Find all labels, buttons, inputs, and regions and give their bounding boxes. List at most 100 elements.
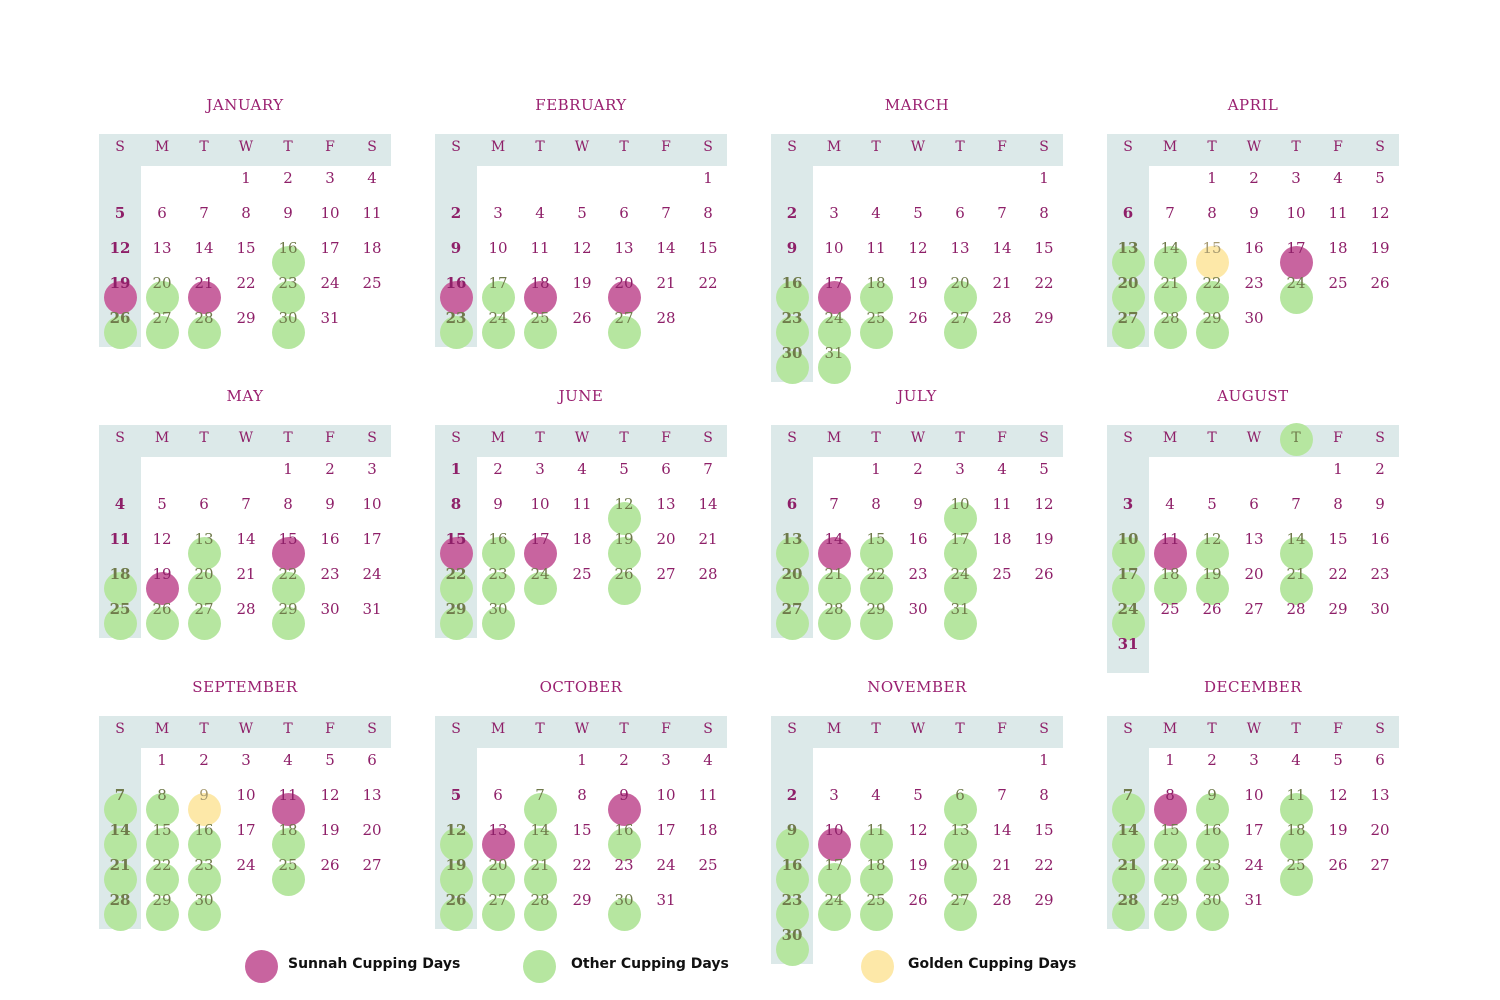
day-cell[interactable]: 10: [813, 820, 855, 861]
day-cell[interactable]: 24: [939, 564, 981, 605]
day-cell[interactable]: 27: [771, 599, 813, 640]
day-cell[interactable]: 30: [897, 599, 939, 634]
day-cell[interactable]: 15: [225, 238, 267, 273]
day-cell[interactable]: 3: [519, 459, 561, 494]
day-cell[interactable]: 20: [183, 564, 225, 605]
day-cell[interactable]: 9: [183, 785, 225, 826]
day-cell[interactable]: 8: [225, 203, 267, 238]
day-cell[interactable]: 3: [1275, 168, 1317, 203]
day-cell[interactable]: 6: [183, 494, 225, 529]
day-cell[interactable]: 21: [99, 855, 141, 896]
day-cell[interactable]: 30: [1233, 308, 1275, 343]
day-cell[interactable]: 24: [1275, 273, 1317, 314]
day-cell[interactable]: 7: [981, 203, 1023, 238]
day-cell[interactable]: 11: [99, 529, 141, 564]
day-cell[interactable]: 13: [477, 820, 519, 861]
day-cell[interactable]: 22: [1191, 273, 1233, 314]
day-cell[interactable]: 28: [1275, 599, 1317, 634]
day-cell[interactable]: 21: [981, 855, 1023, 890]
day-cell[interactable]: 7: [687, 459, 729, 494]
day-cell[interactable]: 5: [309, 750, 351, 785]
day-cell[interactable]: 7: [183, 203, 225, 238]
day-cell[interactable]: 7: [225, 494, 267, 529]
day-cell[interactable]: 18: [855, 855, 897, 896]
day-cell[interactable]: 17: [645, 820, 687, 855]
day-cell[interactable]: 25: [351, 273, 393, 308]
day-cell[interactable]: 1: [225, 168, 267, 203]
day-cell[interactable]: 25: [855, 308, 897, 349]
day-cell[interactable]: 9: [435, 238, 477, 273]
day-cell[interactable]: 20: [1233, 564, 1275, 599]
day-cell[interactable]: 21: [519, 855, 561, 896]
day-cell[interactable]: 17: [477, 273, 519, 314]
day-cell[interactable]: 8: [687, 203, 729, 238]
day-cell[interactable]: 2: [309, 459, 351, 494]
day-cell[interactable]: 1: [141, 750, 183, 785]
day-cell[interactable]: 13: [939, 820, 981, 861]
day-cell[interactable]: 9: [267, 203, 309, 238]
day-cell[interactable]: 20: [477, 855, 519, 896]
day-cell[interactable]: 13: [939, 238, 981, 273]
day-cell[interactable]: 23: [771, 890, 813, 931]
day-cell[interactable]: 14: [1275, 529, 1317, 570]
day-cell[interactable]: 14: [813, 529, 855, 570]
day-cell[interactable]: 18: [1317, 238, 1359, 273]
day-cell[interactable]: 28: [645, 308, 687, 343]
day-cell[interactable]: 14: [687, 494, 729, 529]
day-cell[interactable]: 22: [561, 855, 603, 890]
day-cell[interactable]: 31: [351, 599, 393, 634]
day-cell[interactable]: 4: [855, 203, 897, 238]
day-cell[interactable]: 10: [1233, 785, 1275, 820]
day-cell[interactable]: 3: [813, 785, 855, 820]
day-cell[interactable]: 26: [1317, 855, 1359, 890]
day-cell[interactable]: 22: [435, 564, 477, 605]
day-cell[interactable]: 8: [435, 494, 477, 529]
day-cell[interactable]: 9: [1359, 494, 1401, 529]
day-cell[interactable]: 1: [435, 459, 477, 494]
day-cell[interactable]: 24: [309, 273, 351, 308]
day-cell[interactable]: 13: [1107, 238, 1149, 279]
day-cell[interactable]: 5: [1191, 494, 1233, 529]
day-cell[interactable]: 3: [939, 459, 981, 494]
day-cell[interactable]: 5: [1317, 750, 1359, 785]
day-cell[interactable]: 5: [603, 459, 645, 494]
day-cell[interactable]: 23: [1233, 273, 1275, 308]
day-cell[interactable]: 23: [267, 273, 309, 314]
day-cell[interactable]: 3: [1107, 494, 1149, 529]
day-cell[interactable]: 25: [267, 855, 309, 896]
day-cell[interactable]: 31: [309, 308, 351, 343]
day-cell[interactable]: 27: [1107, 308, 1149, 349]
day-cell[interactable]: 19: [99, 273, 141, 314]
day-cell[interactable]: 16: [1359, 529, 1401, 564]
day-cell[interactable]: 4: [1149, 494, 1191, 529]
day-cell[interactable]: 30: [1359, 599, 1401, 634]
day-cell[interactable]: 11: [855, 820, 897, 861]
day-cell[interactable]: 29: [855, 599, 897, 640]
day-cell[interactable]: 20: [1107, 273, 1149, 314]
day-cell[interactable]: 12: [141, 529, 183, 564]
day-cell[interactable]: 13: [603, 238, 645, 273]
day-cell[interactable]: 6: [1359, 750, 1401, 785]
day-cell[interactable]: 8: [1023, 785, 1065, 820]
day-cell[interactable]: 16: [267, 238, 309, 279]
day-cell[interactable]: 19: [897, 855, 939, 890]
day-cell[interactable]: 25: [1149, 599, 1191, 634]
day-cell[interactable]: 28: [99, 890, 141, 931]
day-cell[interactable]: 16: [435, 273, 477, 314]
day-cell[interactable]: 5: [99, 203, 141, 238]
day-cell[interactable]: 15: [267, 529, 309, 570]
day-cell[interactable]: 18: [1275, 820, 1317, 861]
day-cell[interactable]: 20: [939, 855, 981, 896]
day-cell[interactable]: 3: [225, 750, 267, 785]
day-cell[interactable]: 22: [855, 564, 897, 605]
day-cell[interactable]: 29: [1023, 308, 1065, 343]
day-cell[interactable]: 3: [309, 168, 351, 203]
day-cell[interactable]: 4: [351, 168, 393, 203]
day-cell[interactable]: 12: [309, 785, 351, 820]
day-cell[interactable]: 15: [561, 820, 603, 855]
day-cell[interactable]: 20: [1359, 820, 1401, 855]
day-cell[interactable]: 21: [1149, 273, 1191, 314]
day-cell[interactable]: 26: [1191, 599, 1233, 634]
day-cell[interactable]: 21: [225, 564, 267, 599]
day-cell[interactable]: 4: [99, 494, 141, 529]
